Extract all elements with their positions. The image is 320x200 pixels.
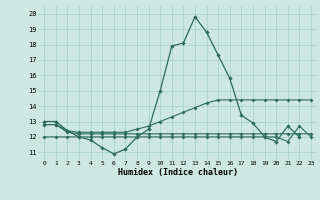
X-axis label: Humidex (Indice chaleur): Humidex (Indice chaleur) <box>118 168 238 177</box>
